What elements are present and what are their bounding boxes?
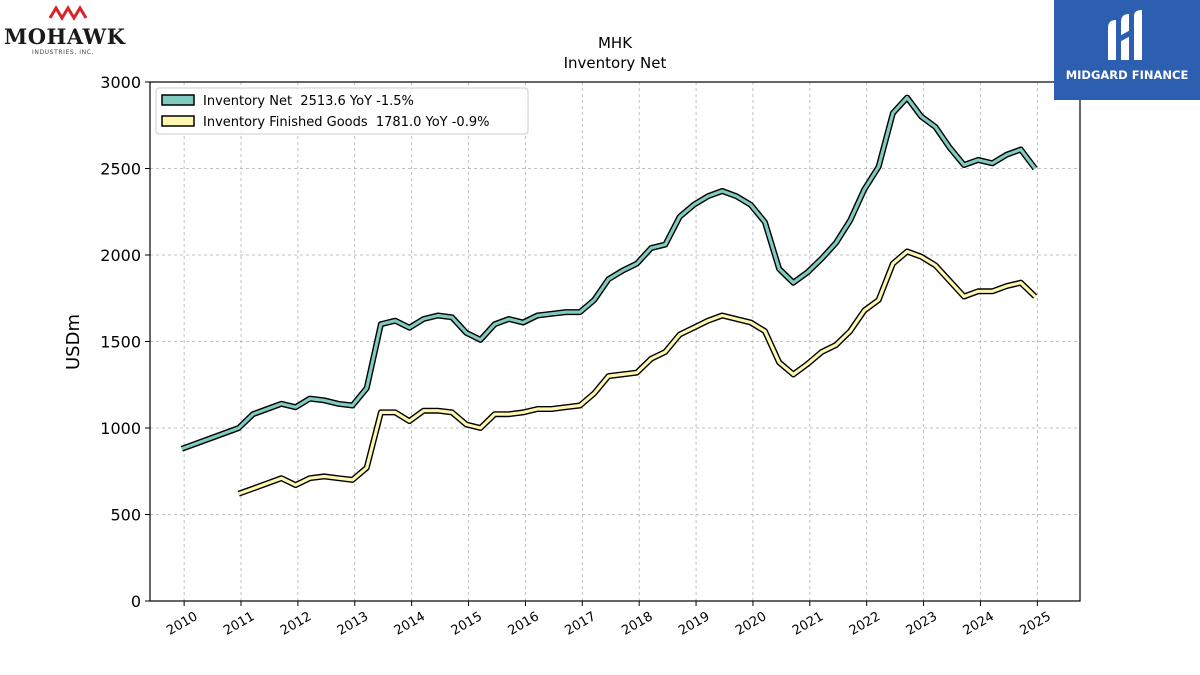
mohawk-subtitle: INDUSTRIES, INC.	[32, 49, 95, 56]
series-outline-0	[180, 94, 1038, 452]
x-tick-label-2016: 2016	[506, 609, 542, 639]
x-tick-label-2022: 2022	[847, 609, 883, 639]
x-tick-label-2023: 2023	[904, 609, 940, 639]
x-tick-label-2020: 2020	[733, 609, 769, 639]
legend-entry-finished-goods: Inventory Finished Goods 1781.0 YoY -0.9…	[203, 115, 489, 130]
mohawk-logo: MOHAWK INDUSTRIES, INC.	[4, 4, 134, 60]
y-tick-label-0: 0	[131, 592, 141, 611]
x-axis-ticks: 2010 2011 2012 2013 2014 2015 2016 2017 2018 2019…	[164, 601, 1054, 639]
chart-title: MHK	[598, 34, 633, 52]
x-tick-label-2018: 2018	[619, 609, 655, 639]
y-axis-label: USDm	[63, 314, 84, 370]
series-line-1	[238, 249, 1037, 496]
y-tick-label-1000: 1000	[100, 419, 141, 438]
legend-swatch-finished-goods	[161, 115, 195, 127]
x-tick-label-2021: 2021	[790, 609, 826, 639]
x-tick-label-2019: 2019	[676, 609, 712, 639]
y-tick-label-2500: 2500	[100, 160, 141, 179]
x-tick-label-2017: 2017	[562, 609, 598, 639]
legend-swatch-inventory-net	[161, 94, 195, 106]
legend-entry-inventory-net: Inventory Net 2513.6 YoY -1.5%	[203, 94, 414, 109]
x-tick-label-2012: 2012	[278, 609, 314, 639]
midgard-finance-label: MIDGARD FINANCE	[1065, 68, 1189, 82]
x-tick-label-2024: 2024	[961, 609, 997, 639]
chart-subtitle: Inventory Net	[564, 54, 667, 72]
grid	[150, 81, 1080, 602]
midgard-finance-logo: MIDGARD FINANCE	[1054, 0, 1200, 100]
x-tick-label-2010: 2010	[164, 609, 200, 639]
x-tick-label-2014: 2014	[392, 609, 428, 639]
y-axis-ticks: 0 500 1000 1500 2000 2500 3000	[100, 73, 150, 611]
x-tick-label-2025: 2025	[1018, 609, 1054, 639]
y-tick-label-500: 500	[110, 506, 141, 525]
legend: Inventory Net 2513.6 YoY -1.5% Inventory…	[155, 87, 529, 135]
x-tick-label-2013: 2013	[335, 609, 371, 639]
series-lines	[180, 94, 1038, 497]
series-line-0	[181, 95, 1037, 451]
midgard-m-icon	[1108, 10, 1142, 60]
mohawk-wordmark: MOHAWK	[4, 24, 126, 49]
legend-box	[155, 87, 529, 135]
x-tick-label-2015: 2015	[449, 609, 485, 639]
mohawk-chevron-icon	[48, 5, 88, 21]
x-tick-label-2011: 2011	[221, 609, 257, 639]
y-tick-label-2000: 2000	[100, 246, 141, 265]
y-tick-label-1500: 1500	[100, 333, 141, 352]
y-tick-label-3000: 3000	[100, 73, 141, 92]
